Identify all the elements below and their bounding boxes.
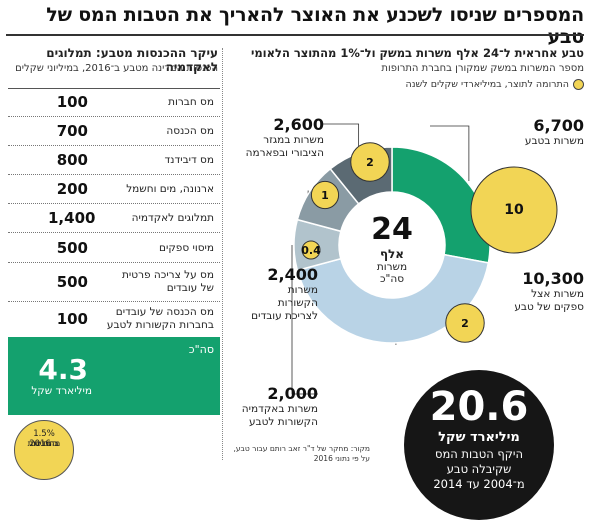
segment-name: משרות: [287, 284, 318, 296]
table-row: מס הכנסה 700: [8, 117, 220, 146]
segment-value: 10,300: [522, 269, 584, 288]
table-row: מס על צריכה פרטית של עובדים 500: [8, 263, 220, 302]
contribution-bubble-label: 10: [504, 202, 524, 218]
contribution-bubble: [301, 240, 321, 260]
segment-value: 2,600: [273, 115, 324, 134]
tax-benefit-caption: היקף הטבות המס שקיבלה טבע מ־2004 עד 2014: [414, 447, 544, 492]
segment-name: משרות באקדמיה: [241, 403, 318, 415]
chart-title: טבע אחראית ל־24 אלף משרות במשק ול־1% מהת…: [250, 46, 584, 60]
leader-line: [291, 245, 318, 395]
row-name: מס על צריכה פרטית של עובדים: [74, 269, 214, 295]
table-row: מס דיבידנד 800: [8, 146, 220, 175]
revenue-share-value: 1.5%: [33, 429, 55, 439]
segment-value: 2,400: [267, 265, 318, 284]
revenue-share-circle: 1.5% מהכנסות המדינה ב־2016: [14, 420, 74, 480]
segment-name: משרות אצל: [531, 288, 584, 300]
row-value: 100: [56, 310, 88, 328]
segment-label-public-pharma: 2,600 משרות במגזר הציבורי ובפארמה: [228, 116, 324, 160]
table-title: עיקר ההכנסות מטבע: תמלוגים לאקדמיה: [46, 46, 218, 74]
legend-bubble-icon: [573, 79, 584, 90]
row-name-line: של עובדים: [166, 282, 214, 294]
row-name: תמלוגים לאקדמיה: [131, 212, 214, 224]
row-name: מיסוי ספקים: [159, 242, 214, 254]
row-value: 700: [56, 122, 88, 140]
center-total-unit: אלף: [379, 247, 405, 261]
table-row: מס חברות 100: [8, 89, 220, 117]
tax-benefit-caption-line: שקיבלה טבע: [446, 462, 512, 476]
section-divider: [222, 48, 223, 460]
segment-label-employee-consumption: 2,400 משרות הקשורות לצריכת עובדים: [228, 266, 318, 323]
row-value: 500: [56, 273, 88, 291]
contribution-bubbles: 10 2 0.4 1 2: [301, 142, 558, 343]
center-caption-line: סה"כ: [379, 273, 405, 285]
tax-benefit-unit: מיליארד שקל: [438, 430, 520, 445]
row-name-line: בחברות הקשורות לטבע: [106, 319, 214, 331]
row-name: מס הכנסה של עובדים בחברות הקשורות לטבע: [74, 306, 214, 332]
segment-label-academia: 2,000 משרות באקדמיה הקשורות לטבע: [228, 385, 318, 429]
segment-name: ספקים של טבע: [514, 301, 584, 313]
table-total-unit: מיליארד שקל: [31, 385, 92, 397]
contribution-bubble-label: 2: [461, 317, 469, 330]
contribution-bubble: [470, 166, 558, 254]
segment-name: משרות בטבע: [524, 135, 584, 147]
contribution-bubble-label: 1: [321, 189, 329, 202]
segment-label-suppliers: 10,300 משרות אצל ספקים של טבע: [480, 270, 584, 314]
contribution-bubble-label: 0.4: [301, 244, 321, 257]
table-row: ארנונה, מים וחשמל 200: [8, 175, 220, 204]
center-caption: משרות סה"כ: [342, 261, 442, 285]
table-total-value: 4.3: [38, 353, 88, 386]
tax-benefit-caption-line: מ־2004 עד 2014: [433, 477, 525, 491]
row-name: ארנונה, מים וחשמל: [126, 183, 214, 195]
segment-value: 2,000: [267, 384, 318, 403]
legend-label: התרומה לתוצר, במיליארדי שקלים לשנה: [405, 79, 569, 90]
row-value: 100: [56, 93, 88, 111]
table-subtitle: הכנסות המדינה מטבע ב־2016, במיליוני שקלי…: [15, 63, 218, 74]
segment-label-teva-jobs: 6,700 משרות בטבע: [460, 117, 584, 148]
row-value: 200: [56, 180, 88, 198]
contribution-bubble: [445, 303, 485, 343]
revenue-share-caption-line: ב־2016: [29, 439, 59, 449]
segment-name: לצריכת עובדים: [251, 310, 318, 322]
table-row: מיסוי ספקים 500: [8, 233, 220, 263]
donut-center: [339, 192, 445, 298]
leader-line: [430, 125, 470, 182]
tax-benefit-total-circle: 20.6 מיליארד שקל היקף הטבות המס שקיבלה ט…: [404, 370, 554, 520]
row-value: 500: [56, 239, 88, 257]
revenue-share-caption-line: מהכנסות: [27, 439, 61, 449]
tax-benefit-caption-line: היקף הטבות המס: [434, 447, 523, 461]
center-label: 24 אלף משרות סה"כ: [342, 212, 442, 285]
leader-line: [322, 123, 360, 151]
segment-name: הציבורי ובפארמה: [245, 147, 324, 159]
row-name-line: מס על צריכה פרטית: [122, 269, 214, 281]
center-caption-line: משרות: [376, 261, 408, 273]
table-total-label: סה"כ: [188, 343, 214, 356]
row-name-line: מס הכנסה של עובדים: [115, 306, 214, 318]
segment-name: משרות במגזר: [263, 134, 324, 146]
table-total-box: סה"כ 4.3 מיליארד שקל: [8, 337, 220, 415]
headline: המספרים שניסו לשכנע את האוצר להאריך את ה…: [46, 4, 584, 48]
row-value: 1,400: [48, 209, 96, 227]
segment-name: הקשורות: [277, 297, 318, 309]
legend: התרומה לתוצר, במיליארדי שקלים לשנה: [300, 79, 584, 90]
table-row: תמלוגים לאקדמיה 1,400: [8, 204, 220, 233]
row-name: מס דיבידנד: [164, 154, 214, 166]
contribution-bubble: [310, 180, 340, 210]
source-note: מקור: מחקר של ד"ר זאב רותם עבור טבע, על …: [233, 444, 370, 463]
contribution-bubble: [350, 142, 390, 182]
revenue-share-caption-line: המדינה: [30, 439, 58, 449]
row-value: 800: [56, 151, 88, 169]
tax-benefit-value: 20.6: [429, 384, 529, 430]
contribution-bubble-label: 2: [366, 156, 374, 169]
table-row: מס הכנסה של עובדים בחברות הקשורות לטבע 1…: [8, 302, 220, 336]
segment-value: 6,700: [533, 116, 584, 135]
top-rule: [6, 34, 584, 36]
row-name: מס הכנסה: [166, 125, 214, 137]
segment-name: הקשורות לטבע: [248, 416, 318, 428]
center-total-value: 24: [371, 212, 413, 247]
table-top-rule: [8, 88, 220, 89]
row-name: מס חברות: [168, 96, 214, 108]
chart-subtitle: מספר המשרות במשק שמקורן בחברת התרופות: [381, 63, 584, 74]
